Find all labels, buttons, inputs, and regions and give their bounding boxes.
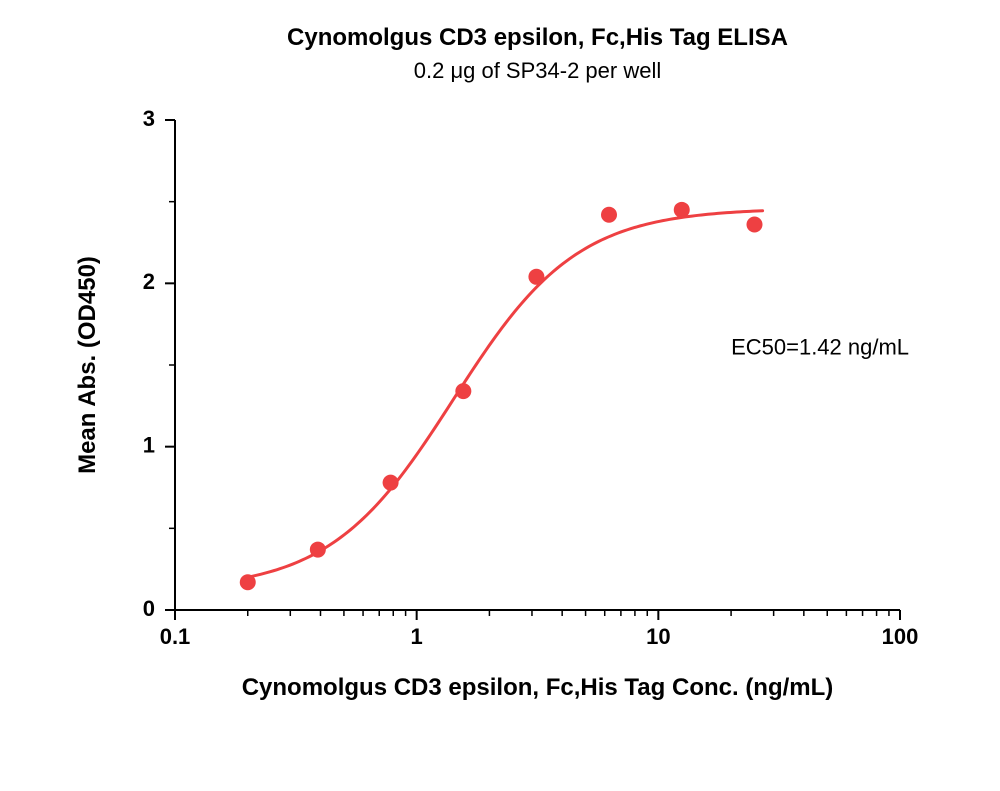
x-tick-label: 0.1 bbox=[160, 624, 191, 649]
data-point bbox=[528, 269, 544, 285]
chart-title: Cynomolgus CD3 epsilon, Fc,His Tag ELISA bbox=[287, 24, 788, 51]
data-point bbox=[240, 574, 256, 590]
data-point bbox=[674, 202, 690, 218]
data-point bbox=[601, 207, 617, 223]
axes-group bbox=[175, 120, 900, 610]
data-point bbox=[747, 217, 763, 233]
tick-labels-group: 0 1 2 3 0.1 1 10 100 bbox=[143, 106, 919, 649]
x-tick-label: 10 bbox=[646, 624, 670, 649]
ticks-group bbox=[165, 120, 900, 620]
y-tick-label: 2 bbox=[143, 269, 155, 294]
ec50-annotation: EC50=1.42 ng/mL bbox=[731, 334, 909, 359]
data-point bbox=[455, 383, 471, 399]
y-tick-label: 1 bbox=[143, 432, 155, 457]
fit-curve bbox=[248, 211, 763, 577]
chart-subtitle: 0.2 μg of SP34-2 per well bbox=[414, 58, 661, 83]
data-points-group bbox=[240, 202, 763, 590]
x-axis-label: Cynomolgus CD3 epsilon, Fc,His Tag Conc.… bbox=[242, 674, 834, 701]
y-axis-label: Mean Abs. (OD450) bbox=[74, 256, 101, 474]
x-tick-label: 100 bbox=[882, 624, 919, 649]
x-tick-label: 1 bbox=[411, 624, 423, 649]
chart-container: 0 1 2 3 0.1 1 10 100 Cynomolgus CD3 epsilon, Fc… bbox=[0, 0, 1000, 791]
elisa-chart: 0 1 2 3 0.1 1 10 100 Cynomolgus CD3 epsilon, Fc… bbox=[0, 0, 1000, 791]
fit-curve-group bbox=[248, 211, 763, 577]
y-tick-label: 0 bbox=[143, 596, 155, 621]
data-point bbox=[310, 542, 326, 558]
y-tick-label: 3 bbox=[143, 106, 155, 131]
data-point bbox=[383, 475, 399, 491]
